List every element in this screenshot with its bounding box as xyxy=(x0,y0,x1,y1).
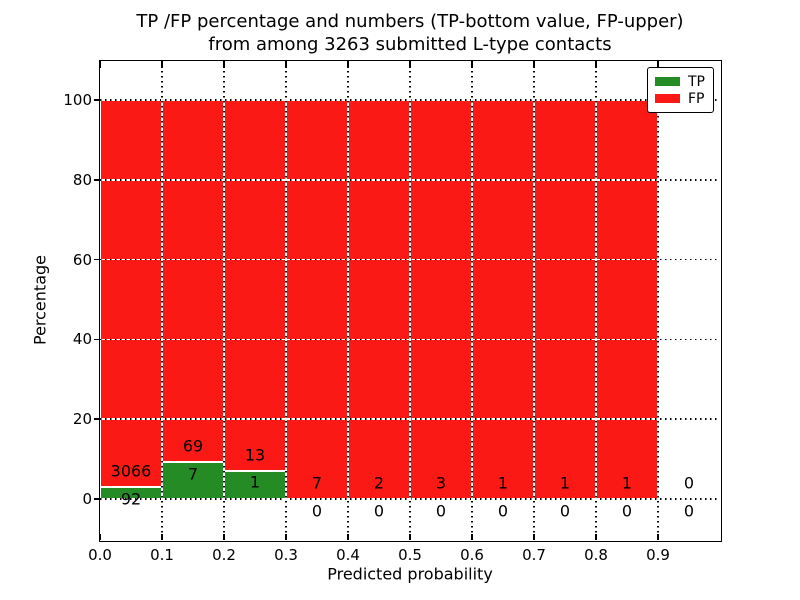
bar-fp-count-label: 1 xyxy=(559,473,571,493)
x-tick-top xyxy=(657,61,659,68)
gridline-v xyxy=(347,61,349,540)
x-tick-label: 0.2 xyxy=(212,546,236,564)
gridline-v xyxy=(409,61,411,540)
x-tick-label: 0.0 xyxy=(88,546,112,564)
bar-fp-count-label: 7 xyxy=(311,473,323,493)
bar-fp-count-label: 1 xyxy=(497,473,509,493)
chart-title-line1: TP /FP percentage and numbers (TP-bottom… xyxy=(136,11,684,32)
bar-fp-count-label: 3066 xyxy=(110,461,152,481)
legend-label-fp: FP xyxy=(688,90,705,107)
bar-tp-count-label: 0 xyxy=(311,501,323,521)
legend-label-tp: TP xyxy=(688,73,705,90)
y-tick xyxy=(93,418,100,420)
x-tick-label: 0.5 xyxy=(398,546,422,564)
bar-tp-count-label: 0 xyxy=(373,501,385,521)
bar-tp-count-label: 7 xyxy=(187,464,199,484)
y-tick xyxy=(93,179,100,181)
bar-fp xyxy=(224,100,286,471)
bar-fp xyxy=(100,100,162,488)
x-tick-top xyxy=(471,61,473,68)
chart-title-line2: from among 3263 submitted L-type contact… xyxy=(208,34,612,55)
bar-fp xyxy=(286,100,348,499)
x-tick-label: 0.3 xyxy=(274,546,298,564)
legend: TP FP xyxy=(647,67,714,113)
bar-fp-count-label: 1 xyxy=(621,473,633,493)
y-tick xyxy=(93,338,100,341)
y-tick-label: 80 xyxy=(72,170,92,189)
y-tick-label: 20 xyxy=(72,410,92,429)
x-tick-top xyxy=(347,61,349,68)
bar-tp-count-label: 0 xyxy=(435,501,447,521)
x-tick-top xyxy=(285,61,287,68)
bar-tp-count-label: 0 xyxy=(559,501,571,521)
x-tick xyxy=(595,533,597,540)
x-tick-label: 0.6 xyxy=(460,546,484,564)
y-tick xyxy=(93,99,100,101)
x-tick-label: 0.8 xyxy=(584,546,608,564)
bar-fp xyxy=(348,100,410,499)
x-tick-label: 0.7 xyxy=(522,546,546,564)
bar-fp xyxy=(534,100,596,499)
x-tick xyxy=(347,533,349,540)
y-tick-label: 40 xyxy=(72,330,92,349)
x-tick-label: 0.9 xyxy=(646,546,670,564)
bar-fp-count-label: 13 xyxy=(244,445,266,465)
bar-tp-count-label: 0 xyxy=(683,501,695,521)
bar-fp xyxy=(410,100,472,499)
x-tick xyxy=(533,533,535,540)
gridline-v xyxy=(223,61,225,540)
y-tick xyxy=(93,258,100,261)
x-tick-top xyxy=(161,61,163,68)
gridline-v xyxy=(533,61,535,540)
legend-item-fp: FP xyxy=(655,90,713,107)
bar-tp-count-label: 1 xyxy=(249,472,261,492)
x-tick-label: 0.1 xyxy=(150,546,174,564)
bar-fp xyxy=(162,100,224,463)
bar-tp-count-label: 0 xyxy=(621,501,633,521)
y-tick-label: 100 xyxy=(63,91,92,109)
bar-fp-count-label: 0 xyxy=(683,473,695,493)
y-tick-label: 0 xyxy=(82,490,92,508)
x-tick xyxy=(471,533,473,540)
x-tick-top xyxy=(99,61,101,68)
bar-fp-count-label: 69 xyxy=(182,436,204,456)
x-tick-top xyxy=(409,61,411,68)
gridline-v xyxy=(285,61,287,540)
bar-fp-count-label: 3 xyxy=(435,473,447,493)
bar-fp xyxy=(596,100,658,499)
bar-fp-count-label: 2 xyxy=(373,473,385,493)
x-tick xyxy=(223,533,225,540)
legend-item-tp: TP xyxy=(655,73,713,90)
x-tick xyxy=(99,533,101,540)
x-tick-label: 0.4 xyxy=(336,546,360,564)
bar-tp-count-label: 0 xyxy=(497,501,509,521)
y-tick xyxy=(93,498,100,500)
gridline-v xyxy=(161,61,163,540)
x-tick-top xyxy=(223,61,225,68)
x-tick-top xyxy=(595,61,597,68)
chart-title: TP /FP percentage and numbers (TP-bottom… xyxy=(100,10,720,56)
fp-color-swatch xyxy=(655,94,680,103)
bar-tp-count-label: 92 xyxy=(120,489,142,509)
x-tick xyxy=(409,533,411,540)
gridline-v xyxy=(595,61,597,540)
gridline-v xyxy=(471,61,473,540)
tp-color-swatch xyxy=(655,77,680,86)
x-tick-top xyxy=(533,61,535,68)
gridline-v xyxy=(657,61,659,540)
x-tick xyxy=(657,533,659,540)
bar-fp xyxy=(472,100,534,499)
x-tick xyxy=(285,533,287,540)
y-tick-label: 60 xyxy=(72,250,92,269)
x-tick xyxy=(161,533,163,540)
x-axis-label: Predicted probability xyxy=(327,564,493,584)
